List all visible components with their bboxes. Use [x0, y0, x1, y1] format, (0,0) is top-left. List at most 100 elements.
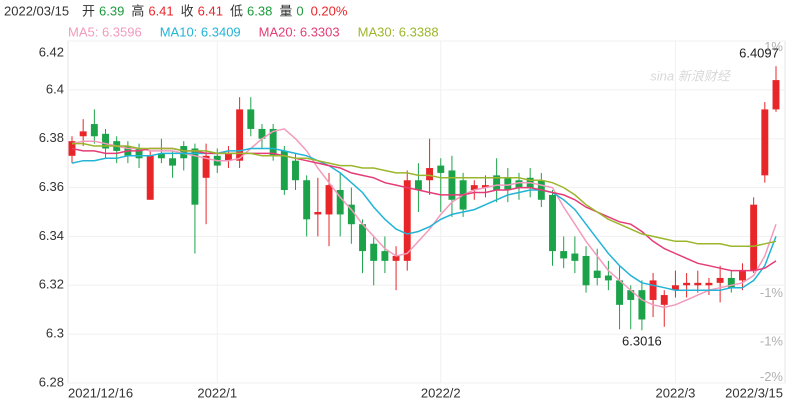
ma-line — [72, 142, 777, 247]
candle-body — [761, 109, 769, 176]
x-tick-label: 2022/1 — [197, 385, 237, 400]
candle-body — [135, 148, 143, 159]
candle-body — [79, 131, 87, 137]
candle-body — [157, 153, 165, 159]
candle-body — [269, 128, 277, 156]
candle-body — [772, 80, 780, 110]
header-value: 6.38 — [247, 3, 272, 18]
plot-frame — [67, 40, 786, 384]
y2-tick-label: -1% — [760, 285, 784, 300]
candle-body — [649, 280, 657, 300]
candle-body — [593, 270, 601, 278]
candle-body — [750, 204, 758, 271]
candle-body — [616, 280, 624, 305]
header-change: 0.20% — [311, 3, 348, 18]
y-tick-label: 6.38 — [39, 130, 64, 145]
candle-body — [359, 224, 367, 252]
header-value: 0 — [296, 3, 303, 18]
candle-body — [504, 177, 512, 191]
header-value: 6.41 — [148, 3, 173, 18]
y-tick-label: 6.3 — [46, 326, 64, 341]
candle-body — [90, 124, 98, 137]
header-value: 6.41 — [198, 3, 223, 18]
header-label: 低 — [230, 3, 243, 18]
candle-body — [336, 190, 344, 215]
watermark: sina 新浪财经 — [650, 68, 731, 83]
y-tick-label: 6.32 — [39, 277, 64, 292]
candle-body — [68, 141, 76, 156]
legend: MA5: 6.3596 MA10: 6.3409 MA20: 6.3303 MA30:… — [68, 24, 439, 39]
annotation: 6.4097 — [739, 46, 779, 61]
y2-tick-label: 1% — [764, 39, 783, 54]
candle-body — [705, 282, 713, 286]
candle-body — [224, 153, 232, 161]
candle-body — [314, 212, 322, 215]
candle-body — [727, 277, 735, 288]
candle-body — [426, 168, 434, 181]
candle-body — [437, 165, 445, 173]
header-label: 高 — [131, 3, 144, 18]
candle-body — [481, 185, 489, 188]
legend-entry: MA10: 6.3409 — [160, 24, 241, 39]
y-tick-label: 6.42 — [39, 44, 64, 59]
candle-body — [604, 275, 612, 281]
candle-body — [549, 194, 556, 252]
legend-entry: MA20: 6.3303 — [259, 24, 340, 39]
header-label: 开 — [82, 3, 95, 18]
candle-body — [470, 185, 478, 191]
x-tick-label: 2022/3/15 — [725, 385, 783, 400]
ma-line — [71, 147, 777, 291]
y-tick-label: 6.4 — [46, 81, 64, 96]
candle-body — [560, 251, 568, 259]
candle-body — [683, 282, 691, 286]
candle-body — [347, 204, 355, 225]
candle-body — [392, 255, 400, 261]
ma-line — [71, 147, 777, 272]
candle-body — [236, 109, 244, 161]
candle-body — [381, 251, 389, 261]
x-tick-label: 2022/2 — [421, 385, 461, 400]
candle-body — [303, 180, 311, 220]
candle-body — [739, 270, 746, 281]
candle-body — [180, 146, 188, 159]
x-tick-label: 2021/12/16 — [68, 385, 133, 400]
candle-body — [638, 290, 646, 320]
header-label: 收 — [181, 3, 194, 18]
candle-body — [202, 155, 210, 178]
candle-body — [325, 185, 333, 215]
candle-body — [627, 290, 635, 300]
ma-line — [71, 128, 777, 309]
header-items: 开 6.39 高 6.41 收 6.41 低 6.38 量 0 0.20% — [82, 3, 348, 18]
candle-body — [191, 148, 199, 205]
y-tick-label: 6.28 — [39, 374, 64, 389]
y-tick-label: 6.34 — [39, 228, 64, 243]
candle-body — [694, 282, 702, 286]
candle-body — [146, 155, 154, 200]
candle-body — [247, 109, 255, 129]
candle-body — [370, 243, 378, 261]
annotation: 6.3016 — [622, 334, 662, 349]
candle-body — [515, 180, 523, 188]
candle-body — [671, 285, 679, 291]
x-tick-label: 2022/3 — [656, 385, 696, 400]
y-tick-label: 6.36 — [39, 179, 64, 194]
candle-body — [102, 133, 109, 149]
legend-entry: MA30: 6.3388 — [358, 24, 439, 39]
candle-body — [258, 128, 266, 139]
candle-body — [716, 277, 724, 283]
candle-body — [403, 180, 411, 261]
y2-tick-label: -2% — [760, 369, 784, 384]
candle-body — [414, 180, 422, 191]
candle-body — [493, 175, 501, 191]
candle-body — [582, 255, 590, 286]
candle-body — [169, 158, 177, 166]
y2-tick-label: -1% — [760, 334, 784, 349]
legend-entry: MA5: 6.3596 — [68, 24, 142, 39]
candle-body — [571, 253, 579, 261]
candle-body — [660, 295, 668, 305]
header-label: 量 — [279, 3, 292, 18]
candle-body — [292, 160, 299, 181]
header-date: 2022/03/15 — [4, 3, 69, 18]
candle-body — [448, 170, 456, 200]
